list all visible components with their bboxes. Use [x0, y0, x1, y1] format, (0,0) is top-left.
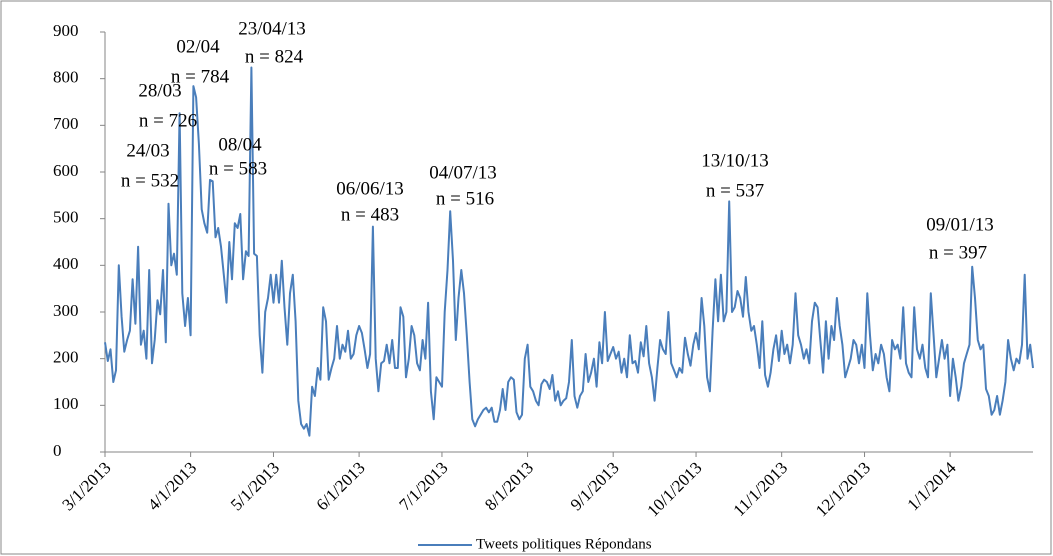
annotation-date: 06/06/13 [336, 178, 404, 199]
annotation-date: 13/10/13 [701, 150, 769, 171]
annotation-count: n = 824 [245, 46, 304, 67]
annotation-date: 24/03 [126, 140, 169, 161]
y-tick-label: 100 [53, 394, 79, 413]
annotation-count: n = 726 [139, 110, 197, 131]
annotation-count: n = 516 [436, 188, 494, 209]
annotation-count: n = 537 [706, 180, 764, 201]
annotation-date: 08/04 [218, 134, 262, 155]
annotation-count: n = 583 [209, 158, 267, 179]
annotation-date: 02/04 [176, 36, 220, 57]
annotation-date: 23/04/13 [238, 18, 306, 39]
y-tick-label: 200 [53, 348, 79, 367]
annotation-date: 28/03 [138, 80, 181, 101]
data-line [104, 66, 1034, 437]
annotation-count: n = 397 [929, 242, 987, 263]
y-tick-label: 400 [53, 254, 79, 273]
annotation-count: n = 784 [171, 66, 230, 87]
annotation-date: 09/01/13 [926, 214, 994, 235]
y-tick-label: 800 [53, 68, 79, 87]
y-tick-label: 900 [53, 21, 79, 40]
annotation-date: 04/07/13 [429, 162, 497, 183]
annotation-count: n = 483 [341, 204, 399, 225]
y-tick-label: 300 [53, 301, 79, 320]
legend-label: Tweets politiques Répondans [476, 536, 652, 552]
annotation-count: n = 532 [121, 170, 179, 191]
y-tick-label: 0 [53, 441, 62, 460]
y-tick-label: 500 [53, 208, 79, 227]
y-tick-label: 600 [53, 161, 79, 180]
y-tick-label: 700 [53, 114, 79, 133]
